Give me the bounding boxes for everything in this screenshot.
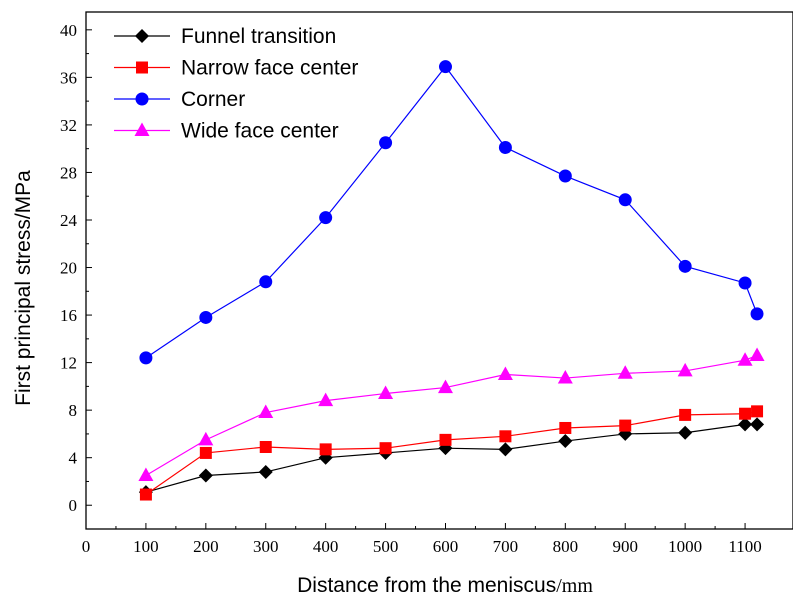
x-tick-label: 1100	[728, 537, 761, 556]
data-point	[379, 136, 393, 150]
data-point	[498, 140, 512, 154]
y-tick-label: 40	[60, 21, 77, 40]
legend: Funnel transition Narrow face center Corne…	[114, 25, 358, 143]
data-point	[258, 464, 273, 479]
data-point	[319, 211, 333, 225]
plot-frame	[85, 11, 793, 530]
data-point	[751, 405, 764, 418]
x-axis-title-text: Distance from the meniscus	[297, 574, 556, 597]
data-point	[750, 417, 765, 432]
data-point	[198, 468, 213, 483]
data-point	[199, 310, 213, 324]
data-point	[139, 488, 152, 501]
data-point	[677, 362, 693, 377]
data-point	[738, 276, 752, 290]
data-point	[138, 467, 154, 482]
data-point	[199, 446, 212, 459]
series-line	[145, 410, 758, 496]
legend-item: Corner	[114, 88, 245, 111]
data-point	[678, 425, 693, 440]
x-axis-title-unit: /mm	[556, 575, 593, 597]
data-point	[319, 443, 332, 456]
data-point	[679, 408, 692, 421]
y-tick-label: 16	[60, 306, 77, 325]
data-point	[498, 442, 513, 457]
y-axis-title: First principal stress/MPa	[12, 170, 35, 406]
data-point	[318, 392, 334, 407]
data-point	[437, 379, 453, 394]
x-axis-title: Distance from the meniscus/mm	[297, 574, 593, 597]
legend-item: Funnel transition	[114, 25, 336, 48]
x-tick-label: 100	[133, 537, 159, 556]
y-tick-label: 0	[69, 496, 78, 515]
data-point	[259, 440, 272, 453]
y-tick-label: 36	[60, 68, 77, 87]
data-point	[378, 385, 394, 400]
data-point	[750, 307, 764, 321]
y-tick-label: 20	[60, 259, 77, 278]
data-point	[617, 365, 633, 379]
series-wide-face-center	[138, 347, 765, 482]
y-tick-label: 32	[60, 116, 77, 135]
axes: 0 100 200 300 400 500 600 700 800 900 1000 1100 0 4 8 1…	[60, 11, 793, 556]
y-tick-label: 8	[69, 401, 78, 420]
legend-marker	[134, 122, 150, 136]
legend-marker	[135, 29, 149, 43]
data-point	[259, 275, 273, 289]
y-tick-label: 24	[60, 211, 78, 230]
data-point	[379, 442, 392, 455]
x-tick-label: 0	[82, 537, 91, 556]
x-tick-label: 400	[313, 537, 339, 556]
legend-marker	[136, 61, 148, 74]
data-point	[737, 352, 753, 366]
data-point	[558, 169, 572, 183]
data-point	[618, 193, 632, 207]
data-point	[139, 351, 153, 365]
legend-item: Wide face center	[114, 120, 339, 143]
x-tick-label: 500	[373, 537, 399, 556]
series-funnel-transition	[138, 417, 765, 500]
data-point	[678, 259, 692, 273]
data-point	[497, 366, 513, 380]
legend-label: Wide face center	[181, 120, 339, 143]
legend-label: Narrow face center	[181, 57, 358, 80]
legend-item: Narrow face center	[114, 57, 358, 80]
series-corner	[139, 60, 764, 365]
data-point	[739, 407, 752, 420]
data-point	[198, 431, 214, 446]
legend-label: Corner	[181, 88, 245, 111]
data-point	[749, 347, 765, 361]
y-tick-label: 4	[69, 449, 78, 468]
x-tick-label: 600	[433, 537, 459, 556]
series-layer	[138, 60, 765, 501]
x-tick-label: 1000	[668, 537, 702, 556]
series-line	[145, 65, 758, 359]
x-tick-label: 800	[553, 537, 579, 556]
y-tick-label: 28	[60, 163, 77, 182]
data-point	[559, 421, 572, 434]
x-tick-label: 900	[612, 537, 638, 556]
data-point	[258, 404, 274, 419]
series-line	[145, 423, 758, 493]
legend-label: Funnel transition	[181, 25, 336, 48]
data-point	[558, 434, 573, 449]
data-point	[439, 433, 452, 446]
x-tick-label: 700	[493, 537, 519, 556]
data-point	[557, 370, 573, 384]
data-point	[738, 417, 753, 432]
x-tick-label: 200	[193, 537, 219, 556]
series-narrow-face-center	[139, 405, 764, 501]
data-point	[619, 419, 632, 432]
series-line	[145, 354, 758, 477]
y-tick-label: 12	[60, 354, 77, 373]
x-tick-label: 300	[253, 537, 279, 556]
legend-marker	[135, 92, 149, 106]
data-point	[438, 60, 452, 74]
data-point	[499, 430, 512, 443]
